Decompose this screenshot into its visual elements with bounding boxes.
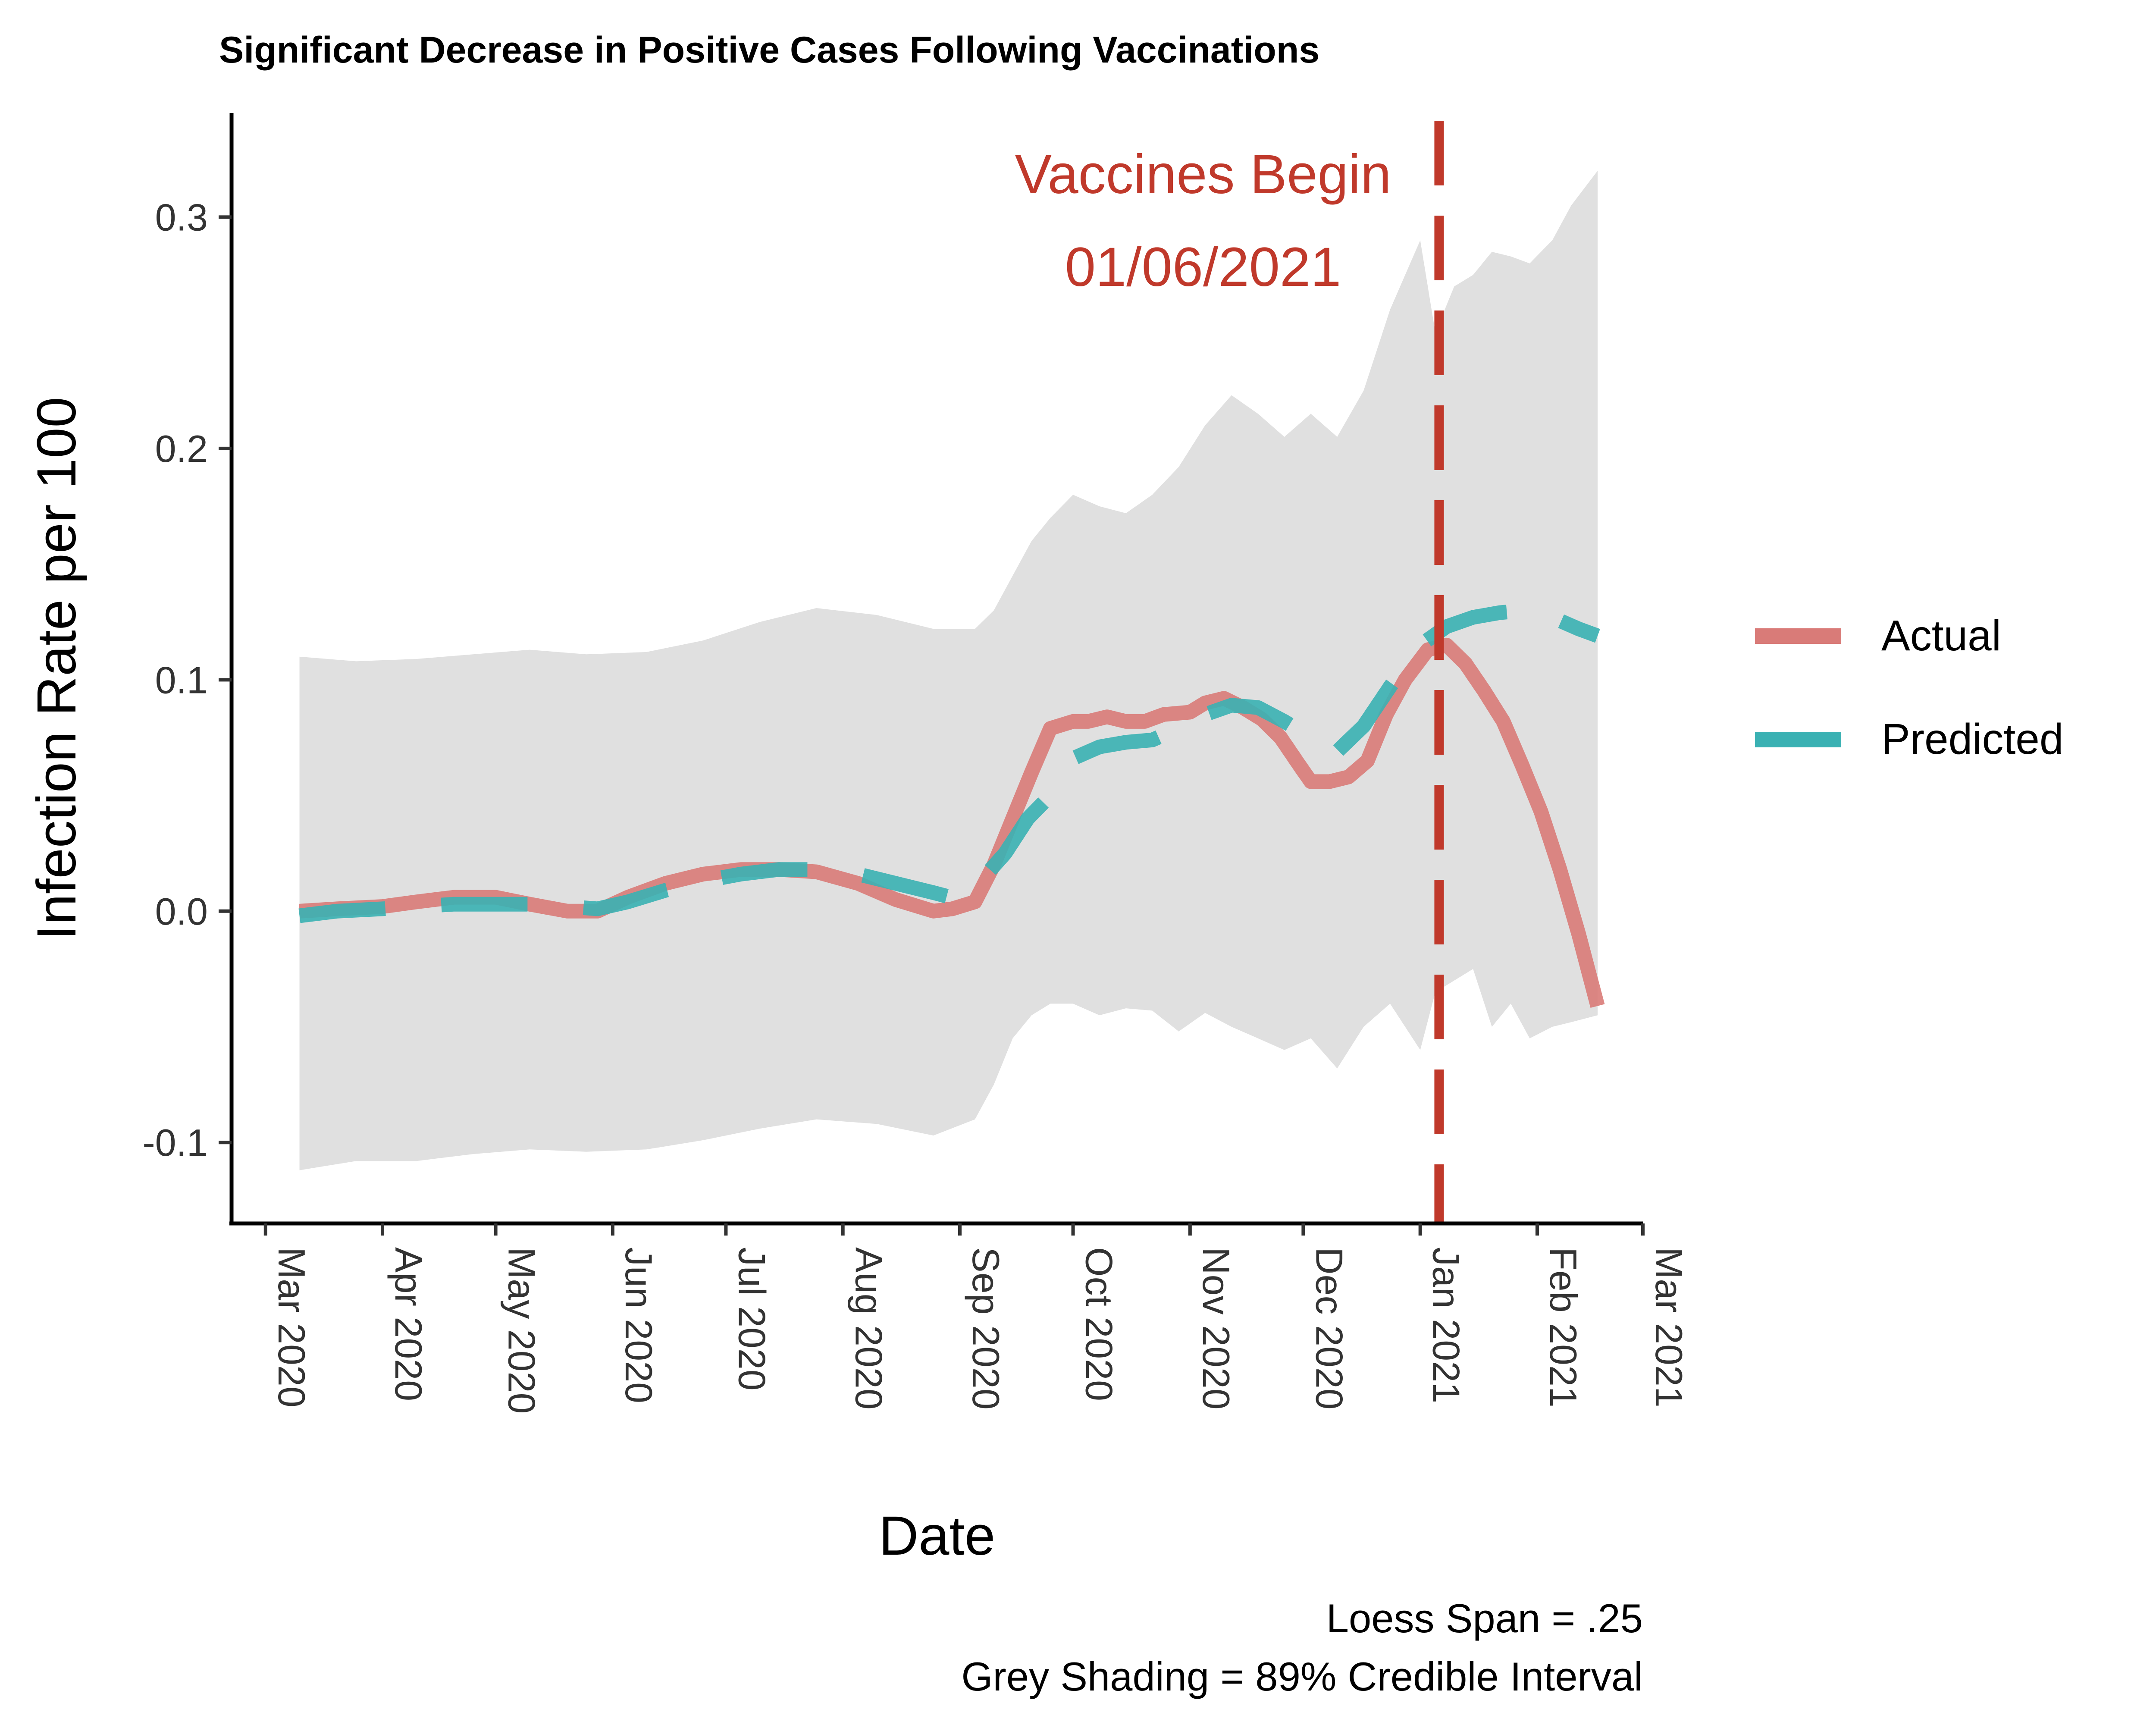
axes [229, 113, 1643, 1226]
x-tick-label: Mar 2020 [270, 1247, 313, 1408]
y-axis-title: Infection Rate per 100 [26, 397, 88, 940]
series-line-predicted [298, 603, 1600, 923]
vaccine-annotation: Vaccines Begin 01/06/2021 [1015, 144, 1391, 298]
x-tick-label: Mar 2021 [1648, 1247, 1690, 1408]
x-tick-label: Apr 2020 [387, 1247, 430, 1401]
x-tick-label: Aug 2020 [848, 1247, 890, 1410]
x-tick-label: Sep 2020 [965, 1247, 1007, 1410]
x-tick-label: Dec 2020 [1308, 1247, 1351, 1410]
legend-label-predicted: Predicted [1881, 715, 2063, 763]
x-axis-title: Date [879, 1505, 995, 1567]
y-tick-label: 0.2 [155, 427, 208, 470]
x-tick-label: Feb 2021 [1542, 1247, 1585, 1408]
chart-title: Significant Decrease in Positive Cases F… [219, 29, 1319, 71]
x-tick-label: Oct 2020 [1078, 1247, 1121, 1401]
x-tick-label: May 2020 [501, 1247, 543, 1414]
credible-interval-band [299, 171, 1598, 1170]
caption-line-1: Loess Span = .25 [1326, 1596, 1643, 1641]
y-ticks: -0.1 0.0 0.1 0.2 0.3 [142, 196, 232, 1164]
annotation-line-2: 01/06/2021 [1065, 236, 1341, 298]
credible-interval-layer [299, 171, 1598, 1170]
x-tick-label: Jul 2020 [730, 1247, 773, 1391]
annotation-line-1: Vaccines Begin [1015, 144, 1391, 205]
y-tick-label: -0.1 [142, 1121, 208, 1164]
caption-line-2: Grey Shading = 89% Credible Interval [961, 1654, 1643, 1699]
caption: Loess Span = .25 Grey Shading = 89% Cred… [961, 1596, 1643, 1699]
series-layer [298, 603, 1605, 1008]
x-tick-label: Nov 2020 [1195, 1247, 1238, 1410]
x-tick-label: Jan 2021 [1425, 1247, 1468, 1403]
x-tick-label: Jun 2020 [617, 1247, 660, 1403]
y-tick-label: 0.1 [155, 659, 208, 701]
x-ticks: Mar 2020 Apr 2020 May 2020 Jun 2020 Jul 2020… [263, 1223, 1690, 1414]
legend: Actual Predicted [1755, 612, 2063, 763]
legend-label-actual: Actual [1881, 612, 2001, 660]
y-tick-label: 0.3 [155, 196, 208, 238]
y-tick-label: 0.0 [155, 890, 208, 933]
